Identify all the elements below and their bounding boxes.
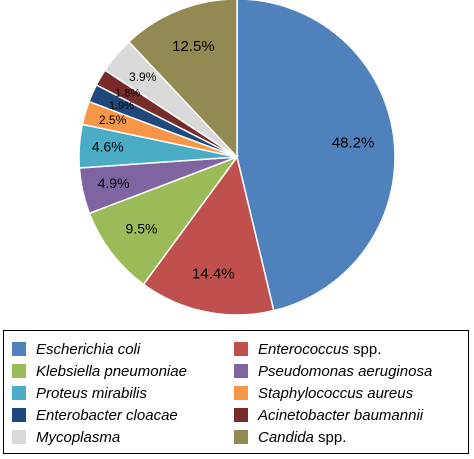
pie-slice [236, 0, 396, 312]
slice-percent-label: 4.9% [98, 175, 130, 191]
legend-item: Pseudomonas aeruginosa [234, 360, 464, 382]
legend-item: Staphylococcus aureus [234, 382, 464, 404]
legend-swatch [234, 430, 248, 444]
legend-item: Candida spp. [234, 426, 464, 448]
slice-percent-label: 2.5% [99, 113, 127, 127]
pie-labels: 48.2% 14.4% 9.5% 4.9% 4.6% 2.5%1.9%1.8% 3.9% 12… [92, 38, 375, 283]
legend-swatch [12, 430, 26, 444]
legend-item: Enterobacter cloacae [12, 404, 234, 426]
legend-label: Candida spp. [258, 428, 347, 446]
pie-slices [78, 0, 396, 316]
slice-percent-label: 3.9% [129, 70, 157, 84]
legend-swatch [12, 364, 26, 378]
pie-slice [142, 155, 275, 316]
pie-slice [88, 155, 240, 286]
legend-item: Proteus mirabilis [12, 382, 234, 404]
slice-percent-label: 1.8% [115, 87, 140, 99]
legend-swatch [234, 408, 248, 422]
legend-swatch [234, 386, 248, 400]
chart-legend: Escherichia coli Enterococcus spp. Klebsie… [3, 330, 469, 454]
legend-label: Acinetobacter baumannii [258, 406, 424, 424]
slice-percent-label: 9.5% [126, 221, 158, 237]
legend-label: Staphylococcus aureus [258, 384, 414, 402]
legend-label: Klebsiella pneumoniae [36, 362, 187, 380]
pie-chart: 48.2% 14.4% 9.5% 4.9% 4.6% 2.5%1.9%1.8% 3.9% 12… [78, 0, 396, 316]
legend-label: Enterococcus spp. [258, 340, 382, 358]
legend-item: Klebsiella pneumoniae [12, 360, 234, 382]
legend-swatch [234, 342, 248, 356]
legend-item: Mycoplasma [12, 426, 234, 448]
legend-swatch [12, 342, 26, 356]
pie-slice [127, 0, 238, 159]
legend-swatch [12, 408, 26, 422]
legend-label: Enterobacter cloacae [36, 406, 178, 424]
legend-swatch [12, 386, 26, 400]
legend-label: Escherichia coli [36, 340, 141, 358]
legend-swatch [234, 364, 248, 378]
slice-percent-label: 1.9% [109, 100, 134, 112]
slice-percent-label: 14.4% [192, 266, 235, 283]
legend-label: Mycoplasma [36, 428, 121, 446]
legend-item: Acinetobacter baumannii [234, 404, 464, 426]
slice-percent-label: 12.5% [172, 38, 215, 55]
legend-label: Proteus mirabilis [36, 384, 147, 402]
legend-item: Escherichia coli [12, 338, 234, 360]
slice-percent-label: 48.2% [332, 134, 375, 151]
legend-item: Enterococcus spp. [234, 338, 464, 360]
legend-label: Pseudomonas aeruginosa [258, 362, 433, 380]
slice-percent-label: 4.6% [92, 139, 124, 155]
